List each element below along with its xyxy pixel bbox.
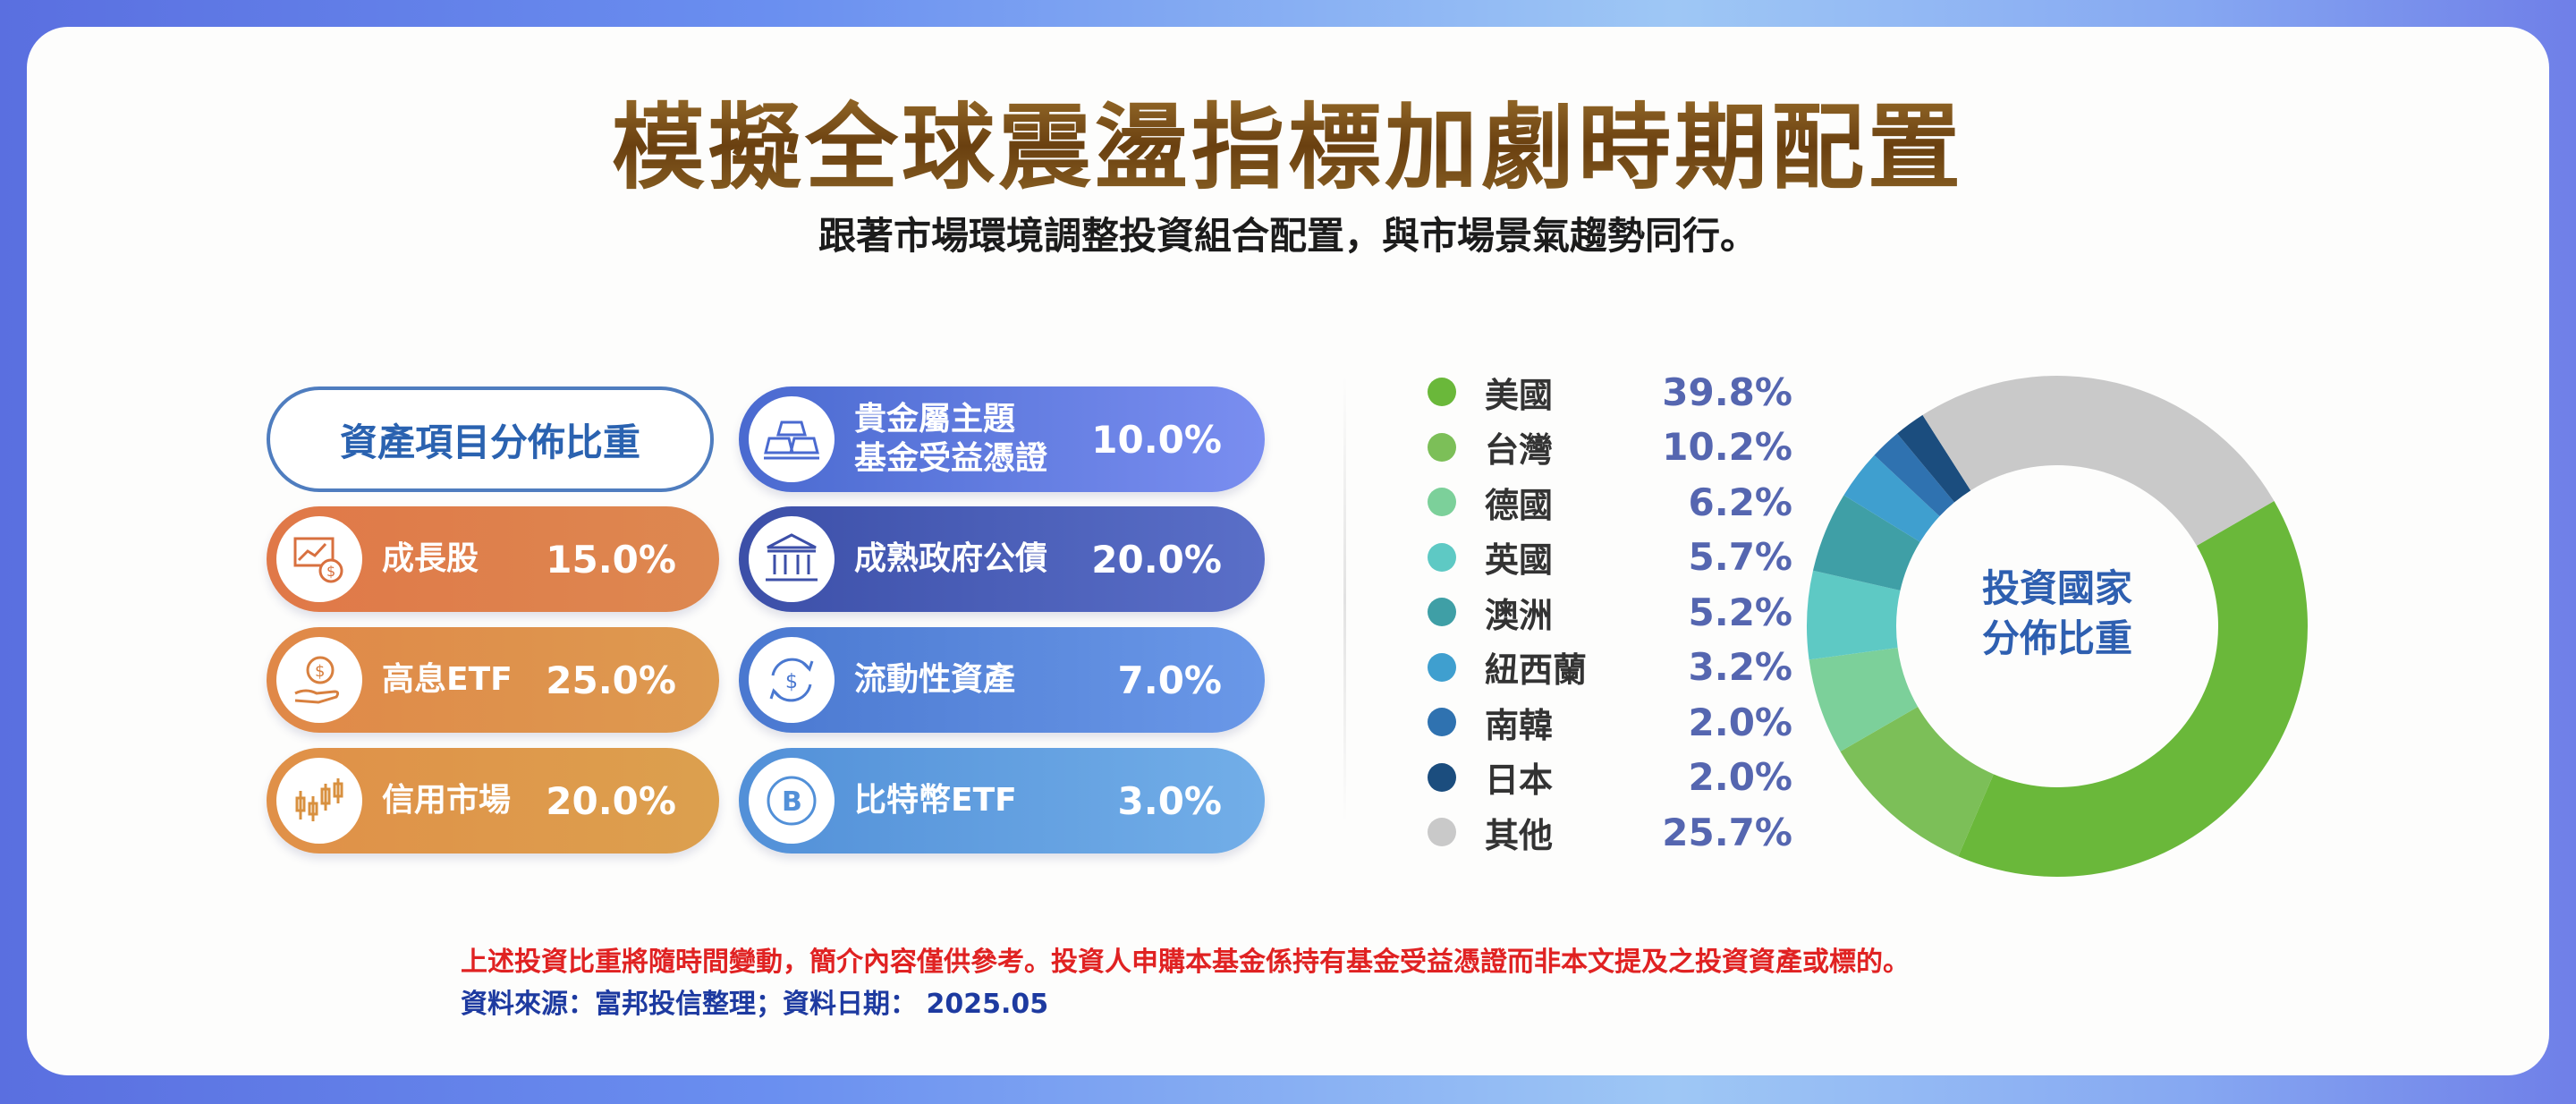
legend-label: 德國 <box>1485 485 1554 525</box>
country-donut-chart <box>1807 376 2308 877</box>
asset-value: 7.0% <box>1117 658 1222 702</box>
asset-label: 流動性資產 <box>854 661 1016 698</box>
legend-swatch <box>1428 432 1456 462</box>
legend-label: 紐西蘭 <box>1485 650 1588 690</box>
legend-item: 台灣 10.2% <box>1428 422 1792 472</box>
legend-swatch <box>1428 488 1456 516</box>
donut-slice-8 <box>1897 414 1971 503</box>
dollar-hand-icon: $ <box>276 637 362 723</box>
asset-bitcoin-etf: B 比特幣ETF 3.0% <box>739 748 1265 853</box>
legend-label: 台灣 <box>1485 430 1554 470</box>
svg-text:$: $ <box>785 671 798 693</box>
legend-swatch <box>1428 652 1456 682</box>
legend-label: 其他 <box>1485 815 1554 855</box>
asset-value: 15.0% <box>546 537 676 582</box>
legend-item: 德國 6.2% <box>1428 477 1792 527</box>
donut-slice-3 <box>1809 648 1919 752</box>
legend-value: 39.8% <box>1662 369 1792 414</box>
data-source: 資料來源：富邦投信整理；資料日期： 2025.05 <box>461 989 1049 1020</box>
legend-value: 6.2% <box>1688 480 1792 524</box>
svg-text:$: $ <box>326 563 335 580</box>
legend-value: 5.2% <box>1688 590 1792 634</box>
asset-label: 信用市場 <box>382 782 512 819</box>
bitcoin-icon: B <box>749 758 835 844</box>
donut-slice-4 <box>1807 570 1901 660</box>
donut-slice-2 <box>1840 707 1994 857</box>
legend-label: 日本 <box>1485 760 1554 800</box>
legend-item: 南韓 2.0% <box>1428 697 1792 747</box>
donut-slice-7 <box>1874 433 1954 517</box>
donut-slice-5 <box>1813 495 1920 590</box>
legend-label: 南韓 <box>1485 705 1554 745</box>
asset-value: 20.0% <box>1091 537 1222 582</box>
legend-swatch <box>1428 762 1456 792</box>
asset-label: 成熟政府公債 <box>854 540 1048 577</box>
donut-center-label: 投資國家 分佈比重 <box>1981 566 2132 660</box>
legend-item: 英國 5.7% <box>1428 532 1792 582</box>
dollar-cycle-icon: $ <box>749 637 835 723</box>
asset-liquid-assets: $ 流動性資產 7.0% <box>739 627 1265 733</box>
legend-label: 英國 <box>1485 540 1554 580</box>
legend-item: 澳洲 5.2% <box>1428 587 1792 637</box>
government-building-icon <box>749 516 835 602</box>
asset-label: 比特幣ETF <box>854 782 1017 819</box>
donut-slice-9 <box>1922 376 2275 546</box>
legend-swatch <box>1428 818 1456 846</box>
legend-value: 2.0% <box>1688 700 1792 744</box>
legend-value: 2.0% <box>1688 755 1792 799</box>
legend-value: 3.2% <box>1688 645 1792 689</box>
asset-allocation-header: 資產項目分佈比重 <box>267 386 714 492</box>
asset-label: 成長股 <box>382 540 479 577</box>
asset-value: 3.0% <box>1117 778 1222 823</box>
legend-label: 美國 <box>1485 375 1554 415</box>
asset-value: 25.0% <box>546 658 676 702</box>
legend-swatch <box>1428 708 1456 736</box>
disclaimer-note: 上述投資比重將隨時間變動，簡介內容僅供參考。投資人申購本基金係持有基金受益憑證而… <box>461 947 1910 978</box>
section-divider <box>1343 376 1346 823</box>
candlestick-icon <box>276 758 362 844</box>
asset-high-dividend-etf: $ 高息ETF 25.0% <box>267 627 719 733</box>
legend-item: 紐西蘭 3.2% <box>1428 642 1792 692</box>
asset-label: 貴金屬主題 基金受益憑證 <box>854 401 1048 477</box>
legend-value: 25.7% <box>1662 810 1792 854</box>
asset-credit-market: 信用市場 20.0% <box>267 748 719 853</box>
legend-swatch <box>1428 378 1456 406</box>
legend-value: 5.7% <box>1688 535 1792 579</box>
legend-swatch <box>1428 598 1456 626</box>
donut-slice-1 <box>1958 501 2308 877</box>
svg-text:$: $ <box>315 662 325 681</box>
legend-item: 美國 39.8% <box>1428 367 1792 417</box>
growth-chart-icon: $ <box>276 516 362 602</box>
legend-label: 澳洲 <box>1485 595 1554 635</box>
asset-label: 高息ETF <box>382 661 513 698</box>
legend-value: 10.2% <box>1662 425 1792 469</box>
page-title: 模擬全球震盪指標加劇時期配置 <box>0 72 2576 207</box>
legend-swatch <box>1428 542 1456 572</box>
svg-text:B: B <box>782 786 802 818</box>
asset-precious-metals: 貴金屬主題 基金受益憑證 10.0% <box>739 386 1265 492</box>
asset-growth-stocks: $ 成長股 15.0% <box>267 506 719 612</box>
donut-slice-6 <box>1843 454 1940 542</box>
asset-value: 10.0% <box>1091 417 1222 462</box>
legend-item: 日本 2.0% <box>1428 752 1792 803</box>
legend-item: 其他 25.7% <box>1428 807 1792 857</box>
asset-value: 20.0% <box>546 778 676 823</box>
asset-government-bonds: 成熟政府公債 20.0% <box>739 506 1265 612</box>
page-subtitle: 跟著市場環境調整投資組合配置，與市場景氣趨勢同行。 <box>818 214 1758 258</box>
gold-bars-icon <box>749 396 835 482</box>
